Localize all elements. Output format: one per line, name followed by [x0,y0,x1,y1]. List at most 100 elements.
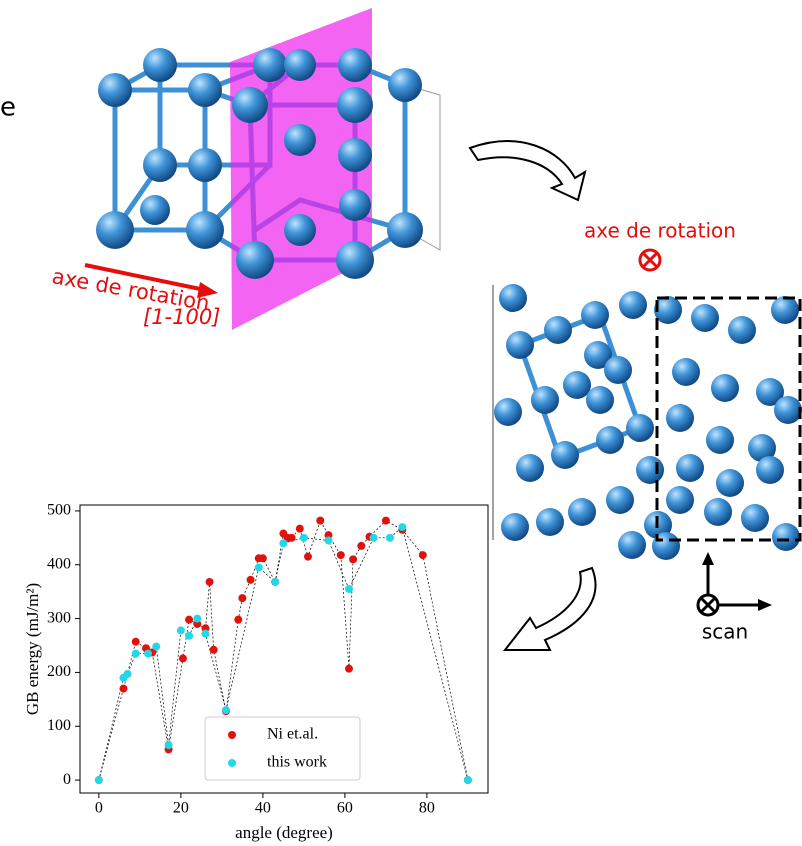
atom [691,304,719,332]
atom [339,189,371,221]
arrow-head [758,599,772,611]
data-point [464,776,472,784]
data-point [152,643,160,651]
atom [338,138,372,172]
page: e axe de rotation [1-100] axe de rotatio… [0,0,802,846]
atom [338,48,372,82]
x-tick-label: 80 [419,800,435,817]
data-point [185,632,193,640]
atom [388,68,422,102]
data-point [386,534,394,542]
atom [711,374,739,402]
x-axis-label: angle (degree) [235,823,333,842]
x-tick-label: 60 [337,800,353,817]
data-point [324,537,332,545]
atom [516,454,544,482]
atom [531,386,559,414]
data-point [271,578,279,586]
atom [96,211,134,249]
data-point [201,630,209,638]
atom [544,316,572,344]
atoms-2d [494,284,802,560]
data-point [279,539,287,547]
atom [771,296,799,324]
atom [337,87,373,123]
atom [387,212,423,248]
y-axis-label: GB energy (mJ/m²) [23,583,42,715]
data-point [95,776,103,784]
atom [284,124,316,156]
x-tick-label: 20 [173,800,189,817]
atom [741,504,769,532]
data-point [316,517,324,525]
atom [706,426,734,454]
atom [676,454,704,482]
atom [143,148,177,182]
legend-label: Ni et.al. [267,726,318,743]
data-point [288,534,296,542]
atom [596,426,624,454]
atom [188,73,222,107]
data-point [210,646,218,654]
data-point [398,523,406,531]
y-tick-label: 0 [63,771,71,788]
data-point [382,517,390,525]
data-point [419,551,427,559]
atom [704,498,732,526]
data-point [206,578,214,586]
atom [672,358,700,386]
data-point [177,626,185,634]
atom [586,386,614,414]
data-point [222,706,230,714]
atom [563,371,591,399]
axis-label: axe de rotation [584,219,736,243]
atom [188,148,222,182]
data-point [370,534,378,542]
atom [186,211,224,249]
figure: e axe de rotation [1-100] axe de rotatio… [0,0,802,846]
scan-axes [698,560,760,615]
direction-label: [1-100] [143,305,220,329]
y-tick-label: 200 [47,663,71,680]
data-point [255,563,263,571]
data-point [132,638,140,646]
data-point [132,650,140,658]
atom [506,331,534,359]
data-point [337,551,345,559]
atom [284,214,316,246]
atom [568,498,596,526]
arrow-head [702,552,714,565]
atom [626,414,654,442]
data-point [179,654,187,662]
data-point [304,553,312,561]
legend-marker [228,759,236,767]
atom [619,291,647,319]
flow-arrow [470,141,585,200]
atom [551,441,579,469]
atom [774,396,802,424]
legend-marker [228,731,236,739]
atom [604,356,632,384]
data-point [144,650,152,658]
atom [140,195,170,225]
atom [284,49,316,81]
data-point [234,616,242,624]
flow-arrow [505,568,595,650]
atom [143,48,177,82]
scan-label: scan [702,620,748,644]
x-tick-label: 0 [95,800,103,817]
atom [666,486,694,514]
atom [494,398,522,426]
data-point [357,542,365,550]
atom [98,73,132,107]
legend-label: this work [267,754,327,771]
atom [772,523,800,551]
data-point [259,554,267,562]
atom [756,456,784,484]
atom [728,316,756,344]
y-tick-label: 500 [47,502,71,519]
data-point [345,665,353,673]
atom [618,531,646,559]
atom [716,469,744,497]
y-tick-label: 100 [47,717,71,734]
